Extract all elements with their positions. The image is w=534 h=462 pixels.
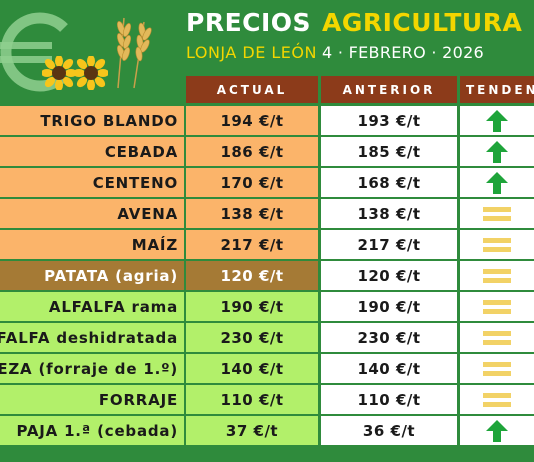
title-precios: PRECIOS: [186, 8, 312, 37]
previous-price: 185 €/t: [321, 137, 457, 166]
header-banner: PRECIOS · AGRICULTURA LONJA DE LEÓN 4 · …: [0, 0, 534, 92]
actual-price: 120 €/t: [186, 261, 318, 290]
product-name: CENTENO: [0, 168, 184, 197]
product-name: PATATA (agria): [0, 261, 184, 290]
table-row: PATATA (agria) 120 €/t 120 €/t: [0, 261, 534, 292]
column-header-actual: ACTUAL: [186, 76, 318, 103]
product-name: TRIGO BLANDO: [0, 106, 184, 135]
table-row: CEBADA 186 €/t 185 €/t: [0, 137, 534, 168]
product-name: PAJA 1.ª (cebada): [0, 416, 184, 445]
column-header-previous: ANTERIOR: [321, 76, 457, 103]
table-row: FORRAJE 110 €/t 110 €/t: [0, 385, 534, 416]
previous-price: 217 €/t: [321, 230, 457, 259]
arrow-up-icon: [486, 109, 508, 132]
table-row: PAJA 1.ª (cebada) 37 €/t 36 €/t: [0, 416, 534, 447]
equal-icon: [483, 330, 511, 345]
trend-cell: [460, 106, 534, 135]
actual-price: 190 €/t: [186, 292, 318, 321]
actual-price: 138 €/t: [186, 199, 318, 228]
trend-cell: [460, 261, 534, 290]
previous-price: 120 €/t: [321, 261, 457, 290]
equal-icon: [483, 206, 511, 221]
product-name: FORRAJE: [0, 385, 184, 414]
trend-cell: [460, 137, 534, 166]
arrow-up-icon: [486, 419, 508, 442]
trend-cell: [460, 323, 534, 352]
trend-cell: [460, 168, 534, 197]
equal-icon: [483, 392, 511, 407]
equal-icon: [483, 268, 511, 283]
actual-price: 217 €/t: [186, 230, 318, 259]
actual-price: 230 €/t: [186, 323, 318, 352]
euro-icon: [0, 12, 68, 92]
product-name: ALFALFA deshidratada: [0, 323, 184, 352]
trend-cell: [460, 230, 534, 259]
previous-price: 168 €/t: [321, 168, 457, 197]
table-row: TRIGO BLANDO 194 €/t 193 €/t: [0, 106, 534, 137]
previous-price: 193 €/t: [321, 106, 457, 135]
report-date: 4 · FEBRERO · 2026: [322, 43, 485, 62]
previous-price: 36 €/t: [321, 416, 457, 445]
actual-price: 110 €/t: [186, 385, 318, 414]
previous-price: 110 €/t: [321, 385, 457, 414]
table-row: MAÍZ 217 €/t 217 €/t: [0, 230, 534, 261]
table-row: VEZA (forraje de 1.º) 140 €/t 140 €/t: [0, 354, 534, 385]
actual-price: 170 €/t: [186, 168, 318, 197]
trend-cell: [460, 199, 534, 228]
equal-icon: [483, 299, 511, 314]
arrow-up-icon: [486, 140, 508, 163]
wheat-icon: [117, 17, 152, 89]
sunflower-icon: [42, 56, 76, 90]
actual-price: 194 €/t: [186, 106, 318, 135]
sunflower-icon: [74, 56, 108, 90]
previous-price: 138 €/t: [321, 199, 457, 228]
table-row: CENTENO 170 €/t 168 €/t: [0, 168, 534, 199]
title-separator: ·: [296, 8, 306, 37]
column-header-trend: TENDENCIA: [460, 76, 534, 103]
previous-price: 140 €/t: [321, 354, 457, 383]
equal-icon: [483, 361, 511, 376]
product-name: ALFALFA rama: [0, 292, 184, 321]
trend-cell: [460, 385, 534, 414]
previous-price: 190 €/t: [321, 292, 457, 321]
equal-icon: [483, 237, 511, 252]
table-row: ALFALFA rama 190 €/t 190 €/t: [0, 292, 534, 323]
product-name: VEZA (forraje de 1.º): [0, 354, 184, 383]
price-table: TRIGO BLANDO 194 €/t 193 €/t CEBADA 186 …: [0, 106, 534, 447]
table-row: AVENA 138 €/t 138 €/t: [0, 199, 534, 230]
arrow-up-icon: [486, 171, 508, 194]
title-agricultura: AGRICULTURA: [322, 8, 523, 37]
actual-price: 37 €/t: [186, 416, 318, 445]
trend-cell: [460, 292, 534, 321]
actual-price: 140 €/t: [186, 354, 318, 383]
product-name: MAÍZ: [0, 230, 184, 259]
table-row: ALFALFA deshidratada 230 €/t 230 €/t: [0, 323, 534, 354]
trend-cell: [460, 416, 534, 445]
actual-price: 186 €/t: [186, 137, 318, 166]
previous-price: 230 €/t: [321, 323, 457, 352]
product-name: CEBADA: [0, 137, 184, 166]
subtitle-lonja: LONJA DE LEÓN: [186, 43, 317, 62]
trend-cell: [460, 354, 534, 383]
product-name: AVENA: [0, 199, 184, 228]
